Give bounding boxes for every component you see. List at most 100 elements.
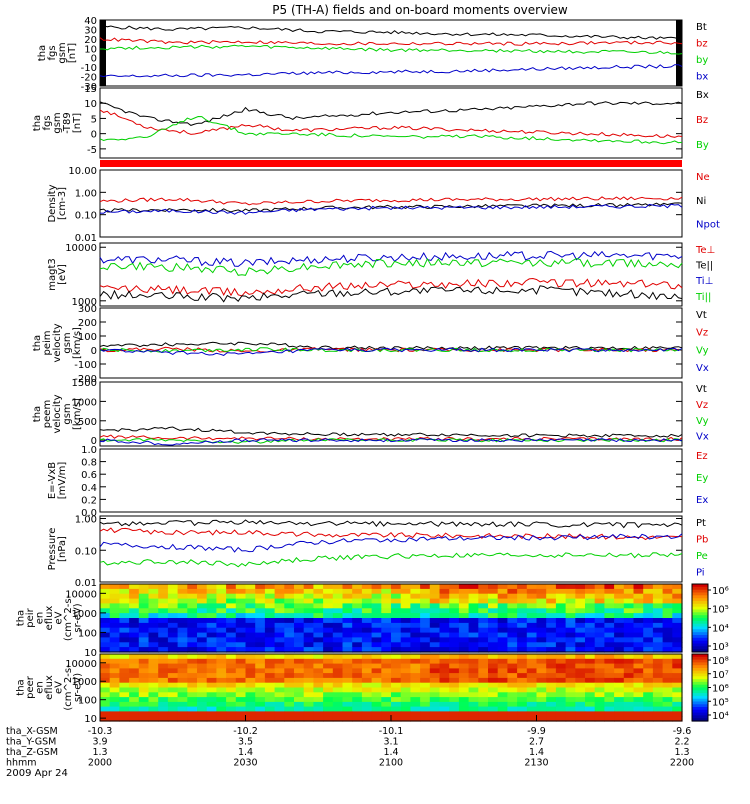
heatmap-cell bbox=[410, 622, 421, 629]
heatmap-cell bbox=[119, 697, 130, 703]
heatmap-cell bbox=[614, 716, 625, 722]
heatmap-cell bbox=[555, 647, 567, 653]
heatmap-cell bbox=[497, 632, 508, 639]
heatmap-cell bbox=[652, 622, 664, 629]
heatmap-cell bbox=[488, 622, 499, 629]
heatmap-cell bbox=[400, 654, 411, 660]
heatmap-cell bbox=[400, 588, 411, 595]
x-axis-row-label: tha_X-GSM bbox=[6, 726, 58, 737]
heatmap-cell bbox=[507, 637, 518, 643]
heatmap-cell bbox=[216, 627, 227, 634]
series-line-by bbox=[100, 44, 683, 55]
heatmap-cell bbox=[585, 637, 596, 643]
heatmap-cell bbox=[633, 682, 644, 689]
heatmap-cell bbox=[226, 598, 237, 605]
heatmap-cell bbox=[420, 627, 431, 634]
heatmap-cell bbox=[284, 622, 295, 629]
heatmap-cell bbox=[129, 687, 140, 693]
heatmap-cell bbox=[167, 701, 179, 708]
heatmap-cell bbox=[449, 716, 460, 722]
heatmap-cell bbox=[313, 697, 324, 703]
heatmap-cell bbox=[391, 618, 402, 624]
heatmap-cell bbox=[313, 692, 324, 698]
heatmap-cell bbox=[342, 658, 353, 665]
heatmap-cell bbox=[332, 692, 344, 698]
colorbar-segment bbox=[692, 620, 708, 625]
heatmap-cell bbox=[226, 632, 237, 639]
heatmap-cell bbox=[274, 584, 285, 590]
heatmap-cell bbox=[119, 654, 130, 660]
heatmap-cell bbox=[323, 654, 334, 660]
heatmap-cell bbox=[555, 658, 567, 665]
heatmap-cell bbox=[323, 701, 334, 708]
heatmap-cell bbox=[614, 697, 625, 703]
series-line-bx bbox=[99, 64, 683, 78]
heatmap-cell bbox=[119, 692, 130, 698]
heatmap-cell bbox=[604, 642, 615, 648]
heatmap-cell bbox=[235, 682, 247, 689]
heatmap-cell bbox=[633, 697, 644, 703]
heatmap-cell bbox=[381, 598, 392, 605]
heatmap-cell bbox=[352, 697, 363, 703]
heatmap-cell bbox=[536, 598, 547, 605]
heatmap-cell bbox=[332, 618, 344, 624]
heatmap-cell bbox=[546, 663, 557, 669]
heatmap-cell bbox=[352, 618, 363, 624]
heatmap-cell bbox=[604, 632, 615, 639]
heatmap-cell bbox=[197, 663, 208, 669]
heatmap-cell bbox=[294, 677, 305, 684]
heatmap-cell bbox=[274, 654, 285, 660]
heatmap-cell bbox=[206, 642, 217, 648]
heatmap-cell bbox=[623, 627, 635, 634]
heatmap-cell bbox=[536, 673, 547, 679]
heatmap-cell bbox=[235, 637, 247, 643]
heatmap-cell bbox=[546, 716, 557, 722]
heatmap-cell bbox=[167, 593, 179, 600]
heatmap-cell bbox=[138, 647, 150, 653]
heatmap-cell bbox=[507, 663, 518, 669]
heatmap-cell bbox=[468, 593, 479, 600]
heatmap-cell bbox=[643, 637, 654, 643]
heatmap-cell bbox=[352, 692, 363, 698]
heatmap-cell bbox=[517, 588, 528, 595]
heatmap-cell bbox=[361, 701, 373, 708]
heatmap-cell bbox=[565, 632, 576, 639]
heatmap-cell bbox=[594, 716, 605, 722]
heatmap-cell bbox=[672, 697, 683, 703]
heatmap-cell bbox=[565, 593, 576, 600]
legend-entry: By bbox=[696, 140, 709, 151]
colorbar-segment bbox=[692, 704, 708, 708]
y-axis-label: [cm-3] bbox=[57, 187, 68, 220]
series-line-vy bbox=[99, 347, 683, 353]
heatmap-cell bbox=[352, 632, 363, 639]
heatmap-cell bbox=[604, 613, 615, 619]
heatmap-cell bbox=[313, 584, 324, 590]
heatmap-cell bbox=[662, 677, 673, 684]
heatmap-cell bbox=[264, 608, 276, 614]
heatmap-cell bbox=[352, 627, 363, 634]
series-line-bx bbox=[99, 101, 683, 126]
legend-entry: Vz bbox=[696, 328, 708, 339]
heatmap-cell bbox=[391, 632, 402, 639]
heatmap-cell bbox=[167, 706, 179, 712]
heatmap-cell bbox=[633, 588, 644, 595]
panel-9: 10000100010010thapeirenefluxeV(cm^2-s-sr… bbox=[16, 583, 729, 659]
heatmap-cell bbox=[643, 613, 654, 619]
heatmap-cell bbox=[235, 668, 247, 674]
heatmap-cell bbox=[371, 632, 382, 639]
heatmap-cell bbox=[100, 632, 111, 639]
heatmap-cell bbox=[332, 697, 344, 703]
heatmap-cell bbox=[235, 588, 247, 595]
heatmap-cell bbox=[546, 654, 557, 660]
heatmap-cell bbox=[468, 603, 479, 609]
heatmap-cell bbox=[449, 663, 460, 669]
heatmap-cell bbox=[468, 673, 479, 679]
heatmap-cell bbox=[643, 588, 654, 595]
legend-entry: Pi bbox=[696, 567, 705, 578]
heatmap-cell bbox=[235, 687, 247, 693]
heatmap-cell bbox=[546, 668, 557, 674]
heatmap-cell bbox=[643, 711, 654, 717]
heatmap-cell bbox=[468, 618, 479, 624]
heatmap-cell bbox=[429, 673, 441, 679]
heatmap-cell bbox=[468, 588, 479, 595]
